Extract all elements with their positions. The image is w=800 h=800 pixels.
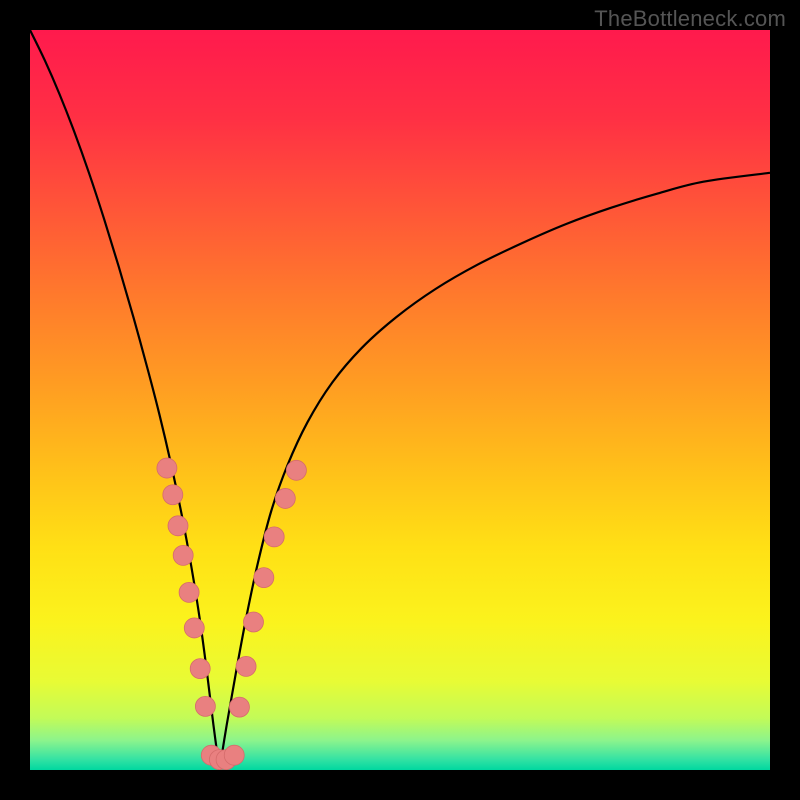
marker-left-0 (157, 458, 177, 478)
marker-right-1 (236, 656, 256, 676)
marker-left-4 (179, 582, 199, 602)
marker-right-0 (229, 697, 249, 717)
marker-right-3 (254, 568, 274, 588)
marker-left-2 (168, 516, 188, 536)
chart-frame: TheBottleneck.com (0, 0, 800, 800)
marker-floor-3 (224, 745, 244, 765)
plot-area (30, 30, 770, 770)
marker-right-2 (243, 612, 263, 632)
marker-right-5 (275, 488, 295, 508)
marker-left-3 (173, 545, 193, 565)
marker-left-7 (195, 696, 215, 716)
chart-svg (0, 0, 800, 800)
marker-right-4 (264, 527, 284, 547)
marker-left-6 (190, 659, 210, 679)
marker-left-5 (184, 618, 204, 638)
marker-left-1 (163, 485, 183, 505)
watermark-text: TheBottleneck.com (594, 6, 786, 32)
marker-right-6 (286, 460, 306, 480)
